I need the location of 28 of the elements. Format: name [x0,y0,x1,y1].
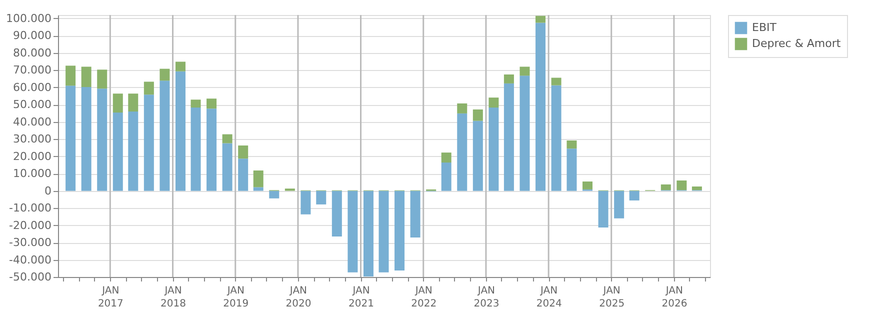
y-tick-label: -10.000 [9,202,52,215]
y-tick-label: 10.000 [13,167,52,180]
y-tick-label: 0 [44,184,52,198]
legend-label: Deprec & Amort [752,37,842,50]
x-tick-label: JAN 2021 [348,286,374,310]
x-tick-label: JAN 2023 [474,286,500,310]
x-tick-label: JAN 2022 [411,286,437,310]
y-tick-label: 80.000 [13,46,52,60]
y-tick-label: -30.000 [9,236,52,250]
x-tick-label: JAN 2018 [160,286,186,310]
y-tick-label: 90.000 [13,29,52,42]
x-tick-label: JAN 2024 [536,286,562,310]
y-tick-label: 30.000 [13,132,52,146]
y-tick-label: 20.000 [13,150,52,163]
y-tick-label: -50.000 [9,270,52,284]
y-tick-label: -40.000 [9,253,52,266]
x-tick-label: JAN 2026 [662,286,688,310]
y-tick-label: 40.000 [13,115,52,128]
y-tick-label: 70.000 [13,64,52,77]
x-tick-label: JAN 2019 [223,286,249,310]
x-tick-label: JAN 2020 [286,286,312,310]
legend-label: EBIT [752,21,777,34]
x-tick-label: JAN 2017 [98,286,124,310]
y-tick-label: 60.000 [13,80,52,94]
y-tick-label: 50.000 [13,98,52,112]
y-tick-label: -20.000 [9,218,52,232]
x-tick-label: JAN 2025 [599,286,625,310]
y-tick-label: 100.000 [6,12,52,25]
